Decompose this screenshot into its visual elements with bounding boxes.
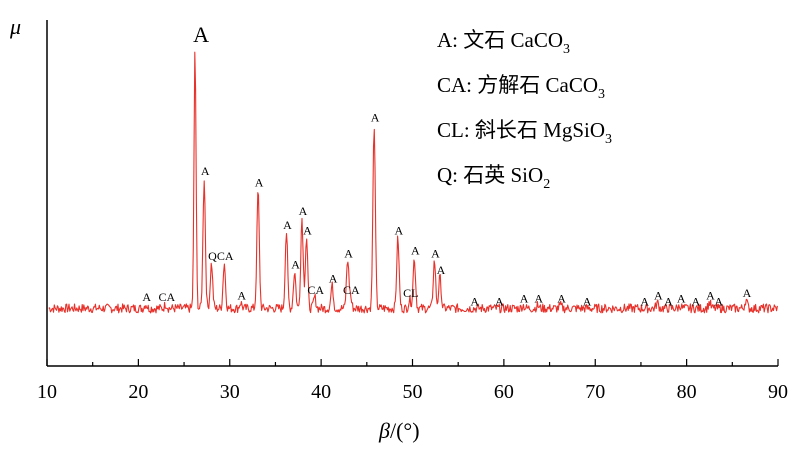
x-axis-title: β/(°) [378, 418, 420, 443]
x-tick-label: 20 [128, 381, 148, 403]
peak-label: A [344, 246, 353, 260]
legend-entry: A: 文石 CaCO3 [437, 28, 570, 57]
peak-label: A [303, 224, 312, 238]
peak-label: A [583, 294, 592, 308]
x-tick-label: 90 [768, 381, 788, 403]
peak-label: A [431, 246, 440, 260]
peak-label: CA [307, 283, 324, 297]
peak-label: CA [343, 283, 360, 297]
x-tick-label: 10 [37, 381, 57, 403]
x-tick-label: 50 [403, 381, 423, 403]
x-ticks: 10 20 30 40 50 60 70 80 90 [37, 359, 788, 403]
peak-label: A [692, 294, 701, 308]
peak-label: A [255, 176, 264, 190]
peak-label: A [329, 272, 338, 286]
peak-label: A [291, 258, 300, 272]
peak-label: A [201, 164, 210, 178]
axes [46, 20, 778, 367]
peak-label: A [654, 289, 663, 303]
peak-label: CA [158, 290, 175, 304]
peak-label: A [520, 292, 529, 306]
spectrum-line [48, 51, 778, 314]
peak-label: A [237, 289, 246, 303]
x-axis-title-symbol: β [378, 418, 390, 443]
x-axis-title-unit: /(°) [390, 418, 420, 443]
peak-label: A [714, 294, 723, 308]
peak-label: A [283, 218, 292, 232]
peak-label: A [142, 290, 151, 304]
peak-label: CA [217, 249, 234, 263]
x-tick-label: 80 [677, 381, 697, 403]
peak-label: A [371, 110, 380, 124]
peak-label: A [299, 204, 308, 218]
peak-label: A [677, 292, 686, 306]
peak-label: A [193, 22, 209, 47]
peak-label: A [411, 243, 420, 257]
peak-label: A [437, 263, 446, 277]
legend: A: 文石 CaCO3 CA: 方解石 CaCO3 CL: 斜长石 MgSiO3 Q:… [437, 28, 612, 192]
legend-entry: CL: 斜长石 MgSiO3 [437, 118, 612, 147]
x-tick-label: 60 [494, 381, 514, 403]
x-tick-label: 40 [311, 381, 331, 403]
x-tick-label: 30 [220, 381, 240, 403]
peak-label: A [534, 292, 543, 306]
peak-label: A [706, 289, 715, 303]
peak-label: A [664, 294, 673, 308]
peak-label: A [470, 294, 479, 308]
peak-label: A [640, 294, 649, 308]
y-axis-title: μ [9, 14, 21, 39]
peak-label: A [557, 292, 566, 306]
peak-label: A [743, 286, 752, 300]
peak-label: A [395, 224, 404, 238]
peak-label: CL [403, 286, 418, 300]
legend-entry: CA: 方解石 CaCO3 [437, 73, 605, 102]
legend-entry: Q: 石英 SiO2 [437, 163, 550, 192]
x-tick-label: 70 [585, 381, 605, 403]
peak-label: Q [208, 249, 217, 263]
peak-label: A [495, 294, 504, 308]
